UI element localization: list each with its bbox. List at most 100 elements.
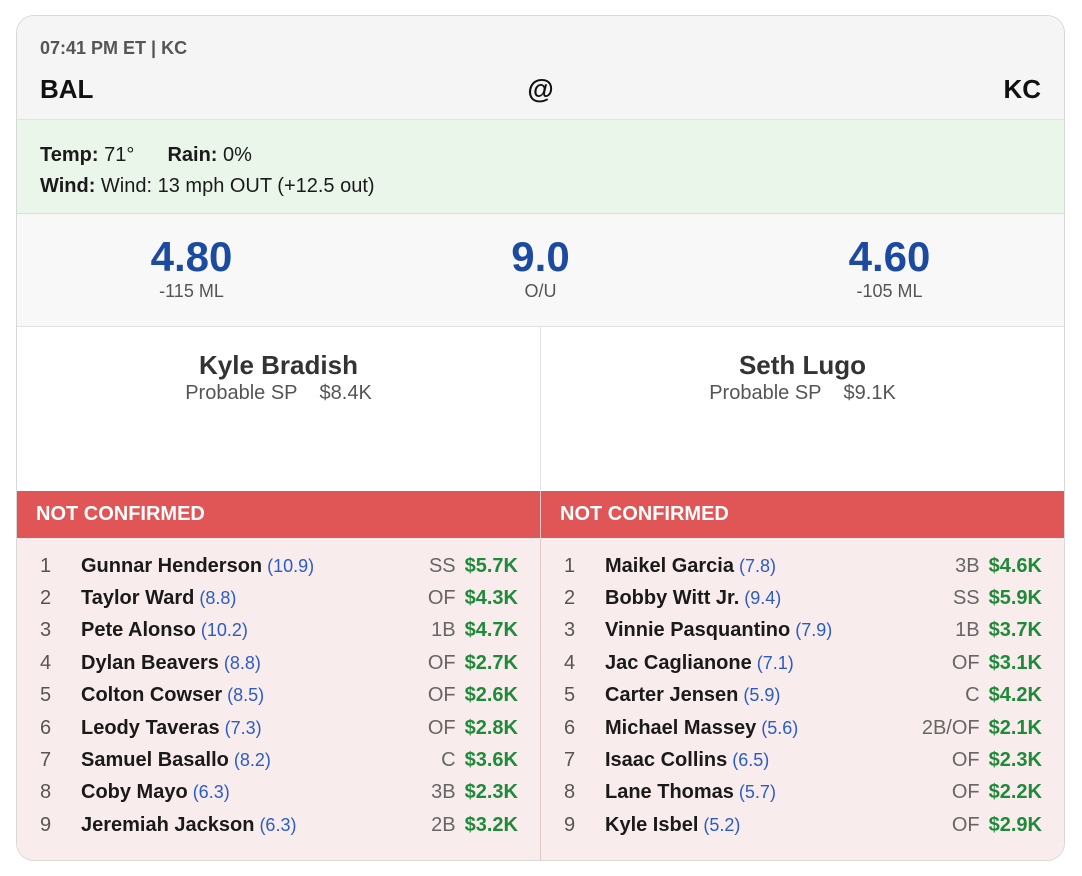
- away-lineup-status: NOT CONFIRMED: [17, 491, 540, 538]
- player-name[interactable]: Colton Cowser: [81, 684, 223, 707]
- batting-order: 2: [564, 587, 576, 610]
- player-name[interactable]: Kyle Isbel: [605, 813, 699, 836]
- home-implied-total: 4.60: [848, 233, 931, 280]
- player-salary: $3.2K: [464, 813, 518, 836]
- player-position: C: [441, 749, 456, 772]
- player-projection: (6.3): [192, 782, 230, 803]
- player-projection: (7.9): [795, 620, 833, 641]
- lineup-row: 1 Gunnar Henderson (10.9) SS $5.7K: [17, 550, 540, 582]
- player-position: OF: [427, 651, 456, 674]
- temp-label: Temp:: [40, 144, 99, 166]
- player-position: OF: [427, 684, 456, 707]
- lineup-row: 1 Maikel Garcia (7.8) 3B $4.6K: [541, 550, 1064, 582]
- player-name[interactable]: Jac Caglianone: [605, 651, 752, 674]
- home-lineup-status: NOT CONFIRMED: [541, 491, 1064, 538]
- player-projection: (7.3): [224, 717, 262, 738]
- batting-order: 1: [40, 554, 52, 577]
- player-salary: $3.6K: [464, 749, 518, 772]
- lineups-panel: NOT CONFIRMED 1 Gunnar Henderson (10.9) SS $…: [17, 491, 1064, 860]
- player-salary: $2.9K: [988, 813, 1042, 836]
- player-salary: $2.2K: [988, 781, 1042, 804]
- batting-order: 2: [40, 587, 52, 610]
- player-position: 3B: [955, 554, 980, 577]
- player-name[interactable]: Isaac Collins: [605, 749, 728, 772]
- player-name[interactable]: Jeremiah Jackson: [81, 813, 255, 836]
- player-position: 2B/OF: [921, 716, 980, 739]
- player-projection: (10.2): [200, 620, 248, 641]
- wind-label: Wind:: [40, 175, 96, 197]
- lineup-row: 5 Carter Jensen (5.9) C $4.2K: [541, 680, 1064, 712]
- batting-order: 4: [564, 651, 576, 674]
- batting-order: 6: [40, 716, 52, 739]
- batting-order: 3: [40, 619, 52, 642]
- batting-order: 7: [564, 749, 576, 772]
- player-position: OF: [951, 781, 980, 804]
- home-pitcher-name[interactable]: Seth Lugo: [738, 350, 867, 380]
- player-salary: $4.6K: [988, 554, 1042, 577]
- home-pitcher: Seth Lugo Probable SP $9.1K: [540, 327, 1064, 491]
- lineup-row: 4 Dylan Beavers (8.8) OF $2.7K: [17, 647, 540, 679]
- player-salary: $4.2K: [988, 684, 1042, 707]
- away-pitcher-salary: $8.4K: [319, 382, 372, 404]
- pitchers-panel: Kyle Bradish Probable SP $8.4K Seth Lugo …: [17, 327, 1064, 491]
- away-pitcher-meta: Probable SP $8.4K: [17, 380, 540, 406]
- away-implied-total: 4.80: [150, 233, 233, 280]
- player-name[interactable]: Gunnar Henderson: [81, 554, 263, 577]
- lineup-row: 5 Colton Cowser (8.5) OF $2.6K: [17, 680, 540, 712]
- away-lineup-list: 1 Gunnar Henderson (10.9) SS $5.7K 2 Taylor Wa…: [17, 538, 540, 842]
- home-pitcher-role: Probable SP: [709, 382, 822, 404]
- player-position: 1B: [955, 619, 980, 642]
- player-salary: $4.7K: [464, 619, 518, 642]
- lineup-row: 7 Samuel Basallo (8.2) C $3.6K: [17, 744, 540, 776]
- batting-order: 8: [564, 781, 576, 804]
- player-salary: $2.1K: [988, 716, 1042, 739]
- player-projection: (9.4): [744, 588, 782, 609]
- player-projection: (10.9): [267, 555, 315, 576]
- player-projection: (8.8): [199, 588, 237, 609]
- player-position: 2B: [431, 813, 456, 836]
- player-projection: (8.2): [233, 750, 271, 771]
- lineup-row: 2 Taylor Ward (8.8) OF $4.3K: [17, 582, 540, 614]
- weather-line-temp-rain: Temp: 71° Rain: 0%: [40, 140, 1041, 171]
- at-symbol: @: [527, 74, 554, 104]
- player-name[interactable]: Leody Taveras: [81, 716, 220, 739]
- odds-panel: 4.80 -115 ML 9.0 O/U 4.60 -105 ML: [17, 214, 1064, 327]
- player-name[interactable]: Lane Thomas: [605, 781, 734, 804]
- away-pitcher-role: Probable SP: [185, 382, 298, 404]
- player-name[interactable]: Pete Alonso: [81, 619, 196, 642]
- away-pitcher-name[interactable]: Kyle Bradish: [199, 350, 358, 380]
- player-name[interactable]: Coby Mayo: [81, 781, 188, 804]
- player-position: OF: [427, 587, 456, 610]
- batting-order: 7: [40, 749, 52, 772]
- player-salary: $5.7K: [464, 554, 518, 577]
- player-salary: $4.3K: [464, 587, 518, 610]
- player-position: OF: [951, 651, 980, 674]
- away-team[interactable]: BAL: [40, 74, 94, 104]
- player-name[interactable]: Bobby Witt Jr.: [605, 587, 740, 610]
- batting-order: 5: [40, 684, 52, 707]
- player-name[interactable]: Maikel Garcia: [605, 554, 734, 577]
- batting-order: 9: [40, 813, 52, 836]
- lineup-row: 8 Coby Mayo (6.3) 3B $2.3K: [17, 777, 540, 809]
- weather-line-wind: Wind: Wind: 13 mph OUT (+12.5 out): [40, 171, 1041, 202]
- player-projection: (8.8): [223, 652, 261, 673]
- home-pitcher-salary: $9.1K: [843, 382, 896, 404]
- lineup-row: 2 Bobby Witt Jr. (9.4) SS $5.9K: [541, 582, 1064, 614]
- batting-order: 4: [40, 651, 52, 674]
- home-pitcher-meta: Probable SP $9.1K: [541, 380, 1064, 406]
- home-moneyline: -105 ML: [856, 281, 923, 301]
- player-name[interactable]: Taylor Ward: [81, 587, 195, 610]
- player-name[interactable]: Carter Jensen: [605, 684, 739, 707]
- lineup-row: 7 Isaac Collins (6.5) OF $2.3K: [541, 744, 1064, 776]
- wind-value: Wind: 13 mph OUT (+12.5 out): [100, 175, 375, 197]
- player-name[interactable]: Michael Massey: [605, 716, 757, 739]
- player-name[interactable]: Dylan Beavers: [81, 651, 219, 674]
- home-team[interactable]: KC: [1003, 74, 1041, 104]
- lineup-row: 6 Michael Massey (5.6) 2B/OF $2.1K: [541, 712, 1064, 744]
- lineup-row: 6 Leody Taveras (7.3) OF $2.8K: [17, 712, 540, 744]
- away-moneyline: -115 ML: [159, 281, 224, 301]
- over-under-label: O/U: [524, 281, 557, 301]
- game-time: 07:41 PM ET | KC: [40, 38, 188, 58]
- player-name[interactable]: Samuel Basallo: [81, 749, 229, 772]
- player-name[interactable]: Vinnie Pasquantino: [605, 619, 791, 642]
